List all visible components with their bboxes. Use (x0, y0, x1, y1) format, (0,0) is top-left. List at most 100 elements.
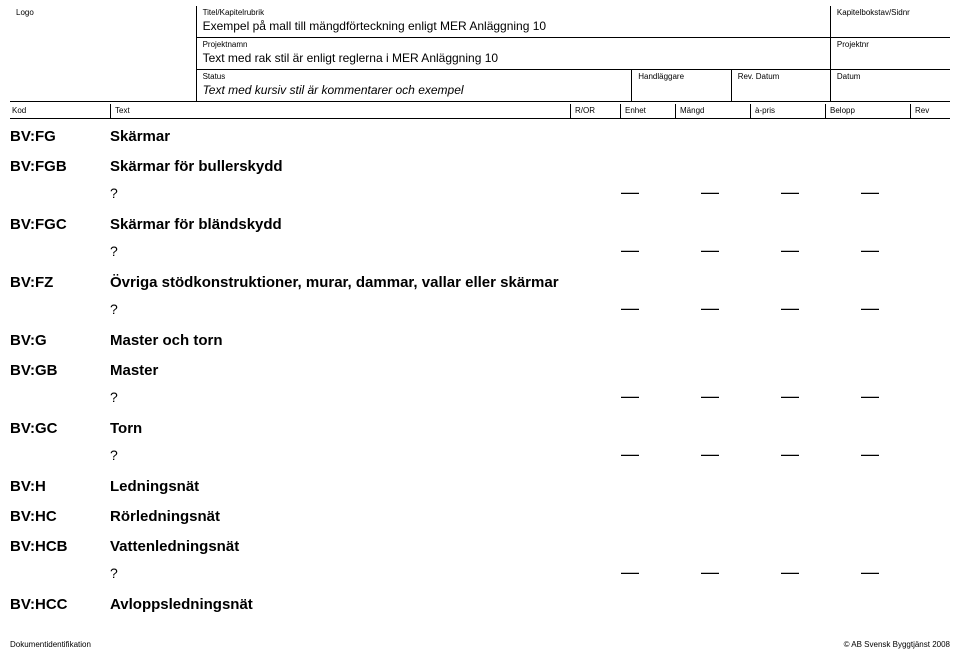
row-text: Skärmar för bländskydd (110, 211, 950, 239)
row-dashes: ———— (590, 563, 950, 581)
row-kod: BV:FGC (10, 211, 110, 239)
dash: — (830, 445, 910, 463)
dash: — (590, 387, 670, 405)
projectnr-label: Projektnr (837, 40, 946, 50)
dash: — (670, 183, 750, 201)
page: Logo Titel/Kapitelrubrik Exempel på mall… (0, 0, 960, 655)
footer-doc-id: Dokumentidentifikation (10, 640, 91, 649)
dash: — (670, 299, 750, 317)
col-kod: Kod (10, 104, 110, 118)
dash: — (670, 445, 750, 463)
row-kod: BV:FG (10, 123, 110, 151)
col-rev: Rev (910, 104, 950, 118)
title-label: Titel/Kapitelrubrik (203, 8, 826, 18)
list-row: BV:HCRörledningsnät (10, 503, 950, 533)
row-question: ? (110, 242, 590, 260)
dash: — (590, 445, 670, 463)
col-ror: R/OR (570, 104, 620, 118)
chapter-cell: Kapitelbokstav/Sidnr (830, 6, 950, 38)
row-kod: BV:FGB (10, 153, 110, 181)
row-kod: BV:HCB (10, 533, 110, 561)
row-dashes: ———— (590, 241, 950, 259)
list-row-detail: ?———— (10, 183, 950, 205)
row-question: ? (110, 184, 590, 202)
dash: — (830, 387, 910, 405)
row-question: ? (110, 300, 590, 318)
row-text: Övriga stödkonstruktioner, murar, dammar… (110, 269, 950, 297)
row-kod: BV:H (10, 473, 110, 501)
row-kod: BV:HCC (10, 591, 110, 619)
dash: — (750, 241, 830, 259)
revdate-label: Rev. Datum (738, 72, 826, 82)
list-row: BV:GCTorn (10, 415, 950, 445)
dash: — (670, 241, 750, 259)
body-rows: BV:FGSkärmarBV:FGBSkärmar för bullerskyd… (10, 119, 950, 621)
logo-label: Logo (16, 8, 192, 18)
title-cell: Titel/Kapitelrubrik Exempel på mall till… (196, 6, 830, 38)
row-dashes: ———— (590, 299, 950, 317)
row-dashes: ———— (590, 183, 950, 201)
row-kod: BV:G (10, 327, 110, 355)
row-kod: BV:GB (10, 357, 110, 385)
header-table: Logo Titel/Kapitelrubrik Exempel på mall… (10, 6, 950, 102)
row-question: ? (110, 388, 590, 406)
dash: — (670, 563, 750, 581)
dash: — (590, 241, 670, 259)
list-row: BV:FGCSkärmar för bländskydd (10, 211, 950, 241)
dash: — (830, 241, 910, 259)
dash: — (590, 563, 670, 581)
column-header-row: Kod Text R/OR Enhet Mängd à-pris Belopp … (10, 102, 950, 119)
status-value: Text med kursiv stil är kommentarer och … (203, 82, 628, 98)
dash: — (750, 299, 830, 317)
row-question: ? (110, 564, 590, 582)
row-question: ? (110, 446, 590, 464)
logo-cell: Logo (10, 6, 196, 102)
list-row-detail: ?———— (10, 241, 950, 263)
row-text: Torn (110, 415, 950, 443)
list-row-detail: ?———— (10, 299, 950, 321)
status-cell: Status Text med kursiv stil är kommentar… (196, 70, 632, 102)
row-dashes: ———— (590, 387, 950, 405)
col-text: Text (110, 104, 570, 118)
row-kod: BV:GC (10, 415, 110, 443)
revdate-cell: Rev. Datum (731, 70, 830, 102)
row-text: Skärmar för bullerskydd (110, 153, 950, 181)
project-cell: Projektnamn Text med rak stil är enligt … (196, 38, 830, 70)
row-dashes: ———— (590, 445, 950, 463)
list-row-detail: ?———— (10, 387, 950, 409)
list-row: BV:FGSkärmar (10, 123, 950, 153)
row-text: Avloppsledningsnät (110, 591, 950, 619)
list-row-detail: ?———— (10, 563, 950, 585)
row-text: Skärmar (110, 123, 950, 151)
footer-copyright: © AB Svensk Byggtjänst 2008 (844, 640, 950, 649)
list-row: BV:HCBVattenledningsnät (10, 533, 950, 563)
list-row: BV:FZÖvriga stödkonstruktioner, murar, d… (10, 269, 950, 299)
handler-label: Handläggare (638, 72, 726, 82)
project-label: Projektnamn (203, 40, 826, 50)
dash: — (750, 387, 830, 405)
dash: — (750, 563, 830, 581)
row-text: Vattenledningsnät (110, 533, 950, 561)
row-text: Rörledningsnät (110, 503, 950, 531)
row-text: Ledningsnät (110, 473, 950, 501)
dash: — (830, 563, 910, 581)
col-enhet: Enhet (620, 104, 675, 118)
date-cell: Datum (830, 70, 950, 102)
dash: — (830, 299, 910, 317)
dash: — (750, 445, 830, 463)
list-row: BV:HLedningsnät (10, 473, 950, 503)
list-row: BV:GMaster och torn (10, 327, 950, 357)
list-row-detail: ?———— (10, 445, 950, 467)
handler-cell: Handläggare (632, 70, 731, 102)
row-kod: BV:FZ (10, 269, 110, 297)
list-row: BV:FGBSkärmar för bullerskydd (10, 153, 950, 183)
date-label: Datum (837, 72, 946, 82)
title-value: Exempel på mall till mängdförteckning en… (203, 18, 826, 34)
col-belopp: Belopp (825, 104, 910, 118)
dash: — (750, 183, 830, 201)
dash: — (830, 183, 910, 201)
project-value: Text med rak stil är enligt reglerna i M… (203, 50, 826, 66)
dash: — (670, 387, 750, 405)
list-row: BV:GBMaster (10, 357, 950, 387)
list-row: BV:HCCAvloppsledningsnät (10, 591, 950, 621)
